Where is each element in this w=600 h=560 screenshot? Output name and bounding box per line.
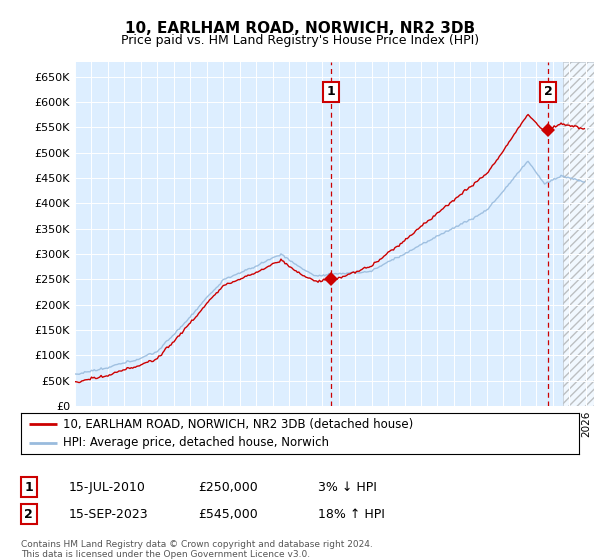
Text: Contains HM Land Registry data © Crown copyright and database right 2024.
This d: Contains HM Land Registry data © Crown c… xyxy=(21,540,373,559)
Text: 1: 1 xyxy=(326,86,335,99)
Text: 10, EARLHAM ROAD, NORWICH, NR2 3DB: 10, EARLHAM ROAD, NORWICH, NR2 3DB xyxy=(125,21,475,36)
Text: HPI: Average price, detached house, Norwich: HPI: Average price, detached house, Norw… xyxy=(63,436,329,449)
Text: 10, EARLHAM ROAD, NORWICH, NR2 3DB (detached house): 10, EARLHAM ROAD, NORWICH, NR2 3DB (deta… xyxy=(63,418,413,431)
Text: 1: 1 xyxy=(25,480,33,494)
Text: 15-SEP-2023: 15-SEP-2023 xyxy=(69,507,149,521)
Text: Price paid vs. HM Land Registry's House Price Index (HPI): Price paid vs. HM Land Registry's House … xyxy=(121,34,479,46)
Text: 2: 2 xyxy=(25,507,33,521)
Text: 18% ↑ HPI: 18% ↑ HPI xyxy=(318,507,385,521)
Text: £545,000: £545,000 xyxy=(198,507,258,521)
Text: 15-JUL-2010: 15-JUL-2010 xyxy=(69,480,146,494)
Text: 3% ↓ HPI: 3% ↓ HPI xyxy=(318,480,377,494)
Text: £250,000: £250,000 xyxy=(198,480,258,494)
Bar xyxy=(563,62,594,406)
Text: 2: 2 xyxy=(544,86,553,99)
